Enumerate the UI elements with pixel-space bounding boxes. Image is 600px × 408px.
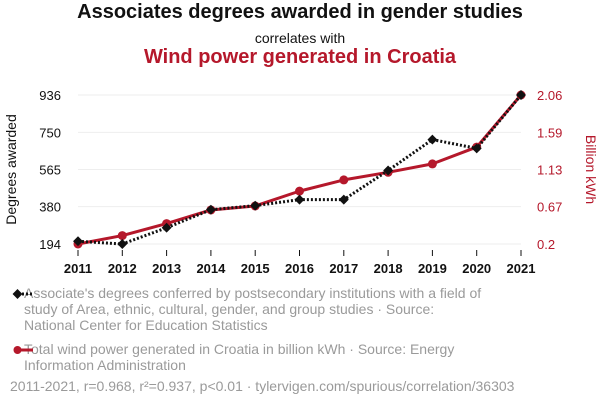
legend-marker-diamond-icon bbox=[12, 289, 33, 299]
y-right-tick-label: 0.67 bbox=[537, 199, 562, 214]
x-tick-label: 2012 bbox=[108, 261, 137, 276]
y-left-tick-label: 194 bbox=[39, 237, 61, 252]
chart-subtitle: correlates with bbox=[254, 30, 346, 46]
legend-item-series1: Associate's degrees conferred by postsec… bbox=[12, 285, 482, 333]
y-left-axis-title: Degrees awarded bbox=[3, 114, 19, 225]
x-tick-label: 2015 bbox=[241, 261, 270, 276]
x-tick-label: 2019 bbox=[418, 261, 447, 276]
footer-stats: 2011-2021, r=0.968, r²=0.937, p<0.01 · t… bbox=[10, 378, 515, 394]
chart-title: Associates degrees awarded in gender stu… bbox=[77, 1, 523, 23]
line-chart: 194 380 565 750 936 0.2 0.67 1.13 1.59 2.06 2011 20… bbox=[3, 88, 599, 276]
x-tick-label: 2014 bbox=[196, 261, 226, 276]
y-right-axis-title: Billion kWh bbox=[583, 135, 599, 204]
series-wind-power-point bbox=[427, 159, 437, 169]
series-degrees-point bbox=[117, 239, 128, 249]
x-tick-label: 2020 bbox=[462, 261, 491, 276]
series-degrees-point bbox=[205, 204, 216, 215]
series-degrees-point bbox=[427, 134, 438, 145]
y-left-tick-label: 750 bbox=[39, 125, 61, 140]
y-right-tick-label: 1.59 bbox=[537, 126, 562, 141]
y-right-tick-label: 0.2 bbox=[537, 237, 555, 252]
legend-label-series1: Associate's degrees conferred by postsec… bbox=[24, 285, 482, 333]
y-left-tick-label: 380 bbox=[39, 200, 61, 215]
y-right-tick-label: 1.13 bbox=[537, 163, 562, 178]
chart-title-secondary: Wind power generated in Croatia bbox=[143, 46, 457, 68]
series-degrees-point bbox=[471, 143, 482, 154]
x-tick-label: 2011 bbox=[64, 261, 92, 276]
series-degrees-point bbox=[516, 90, 526, 100]
x-tick-label: 2016 bbox=[285, 261, 314, 276]
y-right-tick-label: 2.06 bbox=[537, 88, 562, 103]
series-degrees-point bbox=[250, 200, 261, 211]
series-degrees-point bbox=[338, 194, 349, 205]
x-tick-label: 2017 bbox=[329, 261, 358, 276]
x-tick-label: 2018 bbox=[374, 261, 403, 276]
series-wind-power-point bbox=[339, 175, 349, 185]
series-wind-power-point bbox=[295, 186, 304, 196]
legend-label-series2: Total wind power generated in Croatia in… bbox=[24, 341, 455, 373]
legend-item-series2: Total wind power generated in Croatia in… bbox=[12, 341, 482, 373]
y-left-tick-label: 565 bbox=[39, 163, 61, 178]
y-left-tick-label: 936 bbox=[39, 88, 61, 103]
series-degrees-point bbox=[294, 194, 305, 205]
series-degrees-point bbox=[383, 165, 394, 176]
series-degrees-point bbox=[73, 236, 83, 247]
series-degrees-point bbox=[161, 222, 172, 233]
legend-marker-circle-icon bbox=[13, 346, 33, 354]
x-tick-label: 2021 bbox=[507, 261, 536, 276]
x-tick-label: 2013 bbox=[152, 261, 181, 276]
series-wind-power-point bbox=[117, 231, 127, 241]
